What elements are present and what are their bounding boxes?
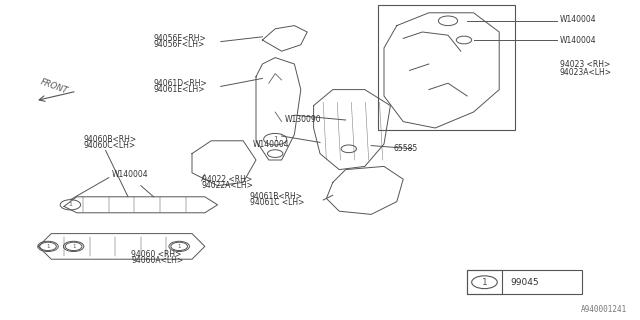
Text: 94056E<RH>: 94056E<RH> bbox=[154, 34, 206, 43]
Text: 94060A<LH>: 94060A<LH> bbox=[131, 256, 183, 265]
Text: 1: 1 bbox=[68, 202, 72, 207]
Text: 94060C<LH>: 94060C<LH> bbox=[83, 141, 135, 150]
Text: FRONT: FRONT bbox=[39, 77, 70, 96]
Text: 94023 <RH>: 94023 <RH> bbox=[560, 60, 611, 68]
Text: W140004: W140004 bbox=[560, 36, 596, 45]
Text: 1: 1 bbox=[72, 244, 76, 249]
Text: 1: 1 bbox=[177, 244, 181, 249]
Text: 94022A<LH>: 94022A<LH> bbox=[202, 181, 253, 190]
Text: 94060B<RH>: 94060B<RH> bbox=[83, 135, 136, 144]
Text: 1: 1 bbox=[273, 136, 278, 142]
Text: W140004: W140004 bbox=[112, 170, 148, 179]
Text: W130090: W130090 bbox=[285, 115, 321, 124]
Text: 94060 <RH>: 94060 <RH> bbox=[131, 250, 182, 259]
Text: 94061E<LH>: 94061E<LH> bbox=[154, 85, 205, 94]
Text: 1: 1 bbox=[46, 244, 50, 249]
Text: 94061B<RH>: 94061B<RH> bbox=[250, 192, 303, 201]
Text: 94061D<RH>: 94061D<RH> bbox=[154, 79, 207, 88]
Text: W140004: W140004 bbox=[253, 140, 289, 149]
Text: W140004: W140004 bbox=[560, 15, 596, 24]
Text: 94056F<LH>: 94056F<LH> bbox=[154, 40, 205, 49]
Text: 94061C <LH>: 94061C <LH> bbox=[250, 198, 304, 207]
Text: 99045: 99045 bbox=[510, 278, 539, 287]
Bar bbox=[467, 270, 502, 294]
Text: 94022 <RH>: 94022 <RH> bbox=[202, 175, 252, 184]
Text: 94023A<LH>: 94023A<LH> bbox=[560, 68, 612, 77]
Text: A940001241: A940001241 bbox=[581, 305, 627, 314]
Text: 65585: 65585 bbox=[394, 144, 418, 153]
Bar bbox=[467, 270, 582, 294]
Text: 1: 1 bbox=[482, 278, 487, 287]
Bar bbox=[378, 5, 515, 130]
